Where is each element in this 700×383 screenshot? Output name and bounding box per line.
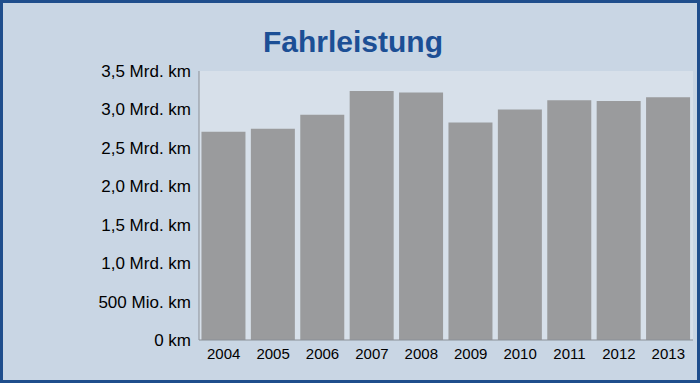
svg-text:2010: 2010 <box>503 345 536 362</box>
svg-text:2,5 Mrd. km: 2,5 Mrd. km <box>101 139 191 158</box>
svg-text:2005: 2005 <box>256 345 289 362</box>
svg-text:2,0 Mrd. km: 2,0 Mrd. km <box>101 177 191 196</box>
svg-text:2012: 2012 <box>602 345 635 362</box>
svg-text:2008: 2008 <box>405 345 438 362</box>
svg-text:0 km: 0 km <box>154 331 191 350</box>
svg-text:2004: 2004 <box>207 345 240 362</box>
svg-text:3,0 Mrd. km: 3,0 Mrd. km <box>101 100 191 119</box>
svg-text:1,0 Mrd. km: 1,0 Mrd. km <box>101 254 191 273</box>
svg-text:2013: 2013 <box>652 345 685 362</box>
svg-text:2006: 2006 <box>306 345 339 362</box>
svg-text:2009: 2009 <box>454 345 487 362</box>
svg-text:500 Mio. km: 500 Mio. km <box>98 293 191 312</box>
svg-text:2011: 2011 <box>553 345 585 362</box>
svg-text:1,5 Mrd. km: 1,5 Mrd. km <box>101 216 191 235</box>
html-text:Fahrleistung: Fahrleistung <box>263 25 443 58</box>
svg-text:3,5 Mrd. km: 3,5 Mrd. km <box>101 62 191 81</box>
svg-text:2007: 2007 <box>355 345 388 362</box>
